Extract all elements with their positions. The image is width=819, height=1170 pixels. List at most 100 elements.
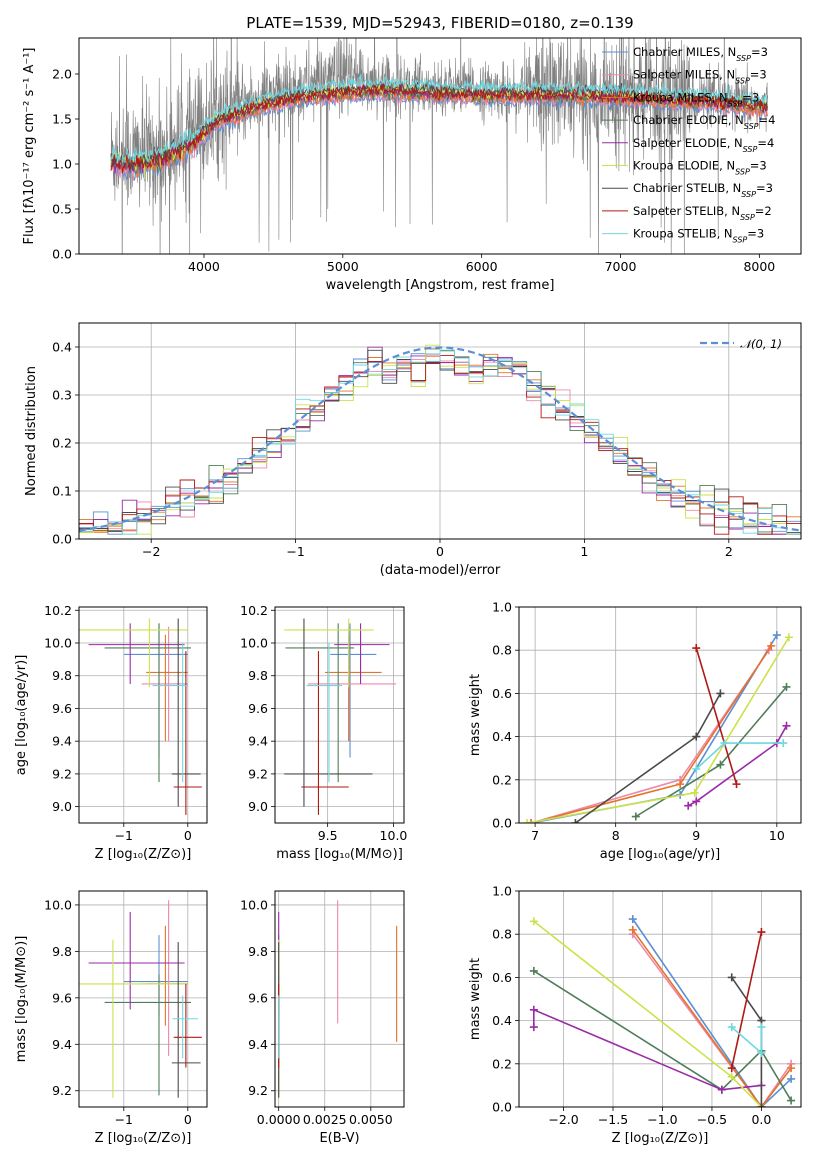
series-marker xyxy=(787,1096,796,1105)
mass-weight-series xyxy=(527,631,781,823)
normal-curve xyxy=(79,346,801,532)
y-axis-label: mass [log₁₀(M/M⊙)] xyxy=(14,936,29,1063)
x-tick-label: 7000 xyxy=(605,259,637,274)
y-tick-label: 10.2 xyxy=(240,603,268,618)
y-tick-label: 9.8 xyxy=(248,944,268,959)
y-axis-label: mass weight xyxy=(468,674,483,756)
y-tick-label: 0.2 xyxy=(492,772,512,787)
y-tick-label: 9.0 xyxy=(52,799,72,814)
y-tick-label: 9.6 xyxy=(248,701,268,716)
y-tick-label: 0.5 xyxy=(52,202,72,217)
data-point xyxy=(104,623,191,783)
grid-mass_age xyxy=(275,607,404,823)
series-marker xyxy=(692,765,701,773)
legend-entry: Salpeter MILES, NSSP=3 xyxy=(633,68,767,86)
data-point xyxy=(284,618,374,688)
mass-weight-series xyxy=(727,973,766,1107)
mass-weight-series xyxy=(628,915,796,1107)
data-point xyxy=(141,900,188,1056)
data-point xyxy=(79,618,188,688)
y-tick-label: 0.3 xyxy=(52,388,72,403)
data-point xyxy=(334,623,390,684)
grid-z_age xyxy=(79,607,207,823)
series-marker xyxy=(692,797,701,806)
axes-age_massweight: 7 8 9 10 0.0 0.2 0.4 0.6 0.8 1.0 age [log₁₀(age/yr… xyxy=(468,600,802,862)
data-point xyxy=(307,626,397,742)
residual-legend: 𝒩(0, 1) xyxy=(700,337,782,351)
x-tick-label: −1 xyxy=(115,1112,133,1127)
data-point xyxy=(301,651,349,815)
series-marker xyxy=(684,801,693,810)
x-tick-label: 4000 xyxy=(188,259,220,274)
x-tick-label: −2.0 xyxy=(548,1112,578,1127)
series-marker xyxy=(767,641,776,650)
x-tick-label: −1 xyxy=(286,544,304,559)
legend-entry: Kroupa STELIB, NSSP=3 xyxy=(633,227,764,245)
data-point xyxy=(88,623,185,684)
data-point xyxy=(141,626,188,742)
data-point xyxy=(325,634,382,742)
y-tick-label: 10.0 xyxy=(44,897,72,912)
series-marker xyxy=(782,682,791,691)
x-tick-label: 0.0025 xyxy=(303,1112,347,1127)
model-spectrum-line xyxy=(110,80,768,171)
y-tick-label: 9.6 xyxy=(52,701,72,716)
axes-spectrum: 4000 5000 6000 7000 8000 0.0 0.5 1.0 1.5 2.0 wavel… xyxy=(22,37,802,293)
y-axis-label: Normed distribution xyxy=(24,366,39,496)
y-tick-label: 1.0 xyxy=(52,157,72,172)
axes-z_age: −1 0 9.0 9.2 9.4 9.6 9.8 10.0 10.2 Z [log₁₀(Z/Z⊙)… xyxy=(14,603,208,862)
data-point xyxy=(152,643,188,783)
x-tick-label: −1 xyxy=(115,828,133,843)
series-marker xyxy=(787,1074,796,1083)
y-tick-label: 9.4 xyxy=(248,734,268,749)
x-axis-label: Z [log₁₀(Z/Z⊙)] xyxy=(612,1131,709,1146)
series-line xyxy=(632,929,792,1107)
x-tick-label: 6000 xyxy=(466,259,498,274)
grid-z_massweight xyxy=(519,890,801,1108)
grid-ebv_mass xyxy=(275,891,404,1107)
x-tick-label: 8 xyxy=(612,828,620,843)
mass-weight-series xyxy=(692,739,788,773)
series-marker xyxy=(757,928,766,937)
series-marker xyxy=(727,973,736,982)
series-marker xyxy=(529,917,538,926)
y-tick-label: 2.0 xyxy=(52,67,72,82)
axes-frame xyxy=(274,890,405,1108)
data-point xyxy=(173,983,202,1068)
data-point xyxy=(173,651,202,815)
axes-frame xyxy=(78,606,208,824)
plot-area-z_massweight xyxy=(529,915,796,1107)
mass-weight-series xyxy=(727,928,766,1073)
x-tick-label: 0.0050 xyxy=(349,1112,393,1127)
data-point xyxy=(284,618,373,807)
data-point xyxy=(146,925,188,1026)
series-marker xyxy=(529,966,538,975)
y-tick-label: 0.4 xyxy=(492,729,512,744)
y-tick-label: 9.2 xyxy=(52,1083,72,1098)
legend-entry: Kroupa MILES, NSSP=3 xyxy=(633,90,759,108)
y-tick-label: 0.0 xyxy=(492,816,512,831)
series-line xyxy=(530,634,778,823)
axes-z_mass: −1 0 9.2 9.4 9.6 9.8 10.0 Z [log₁₀(Z/Z⊙)] mass [… xyxy=(14,890,208,1146)
y-tick-label: 0.6 xyxy=(492,686,512,701)
series-marker xyxy=(757,1023,766,1032)
mass-weight-series xyxy=(727,1023,766,1057)
data-point xyxy=(79,939,188,1098)
x-tick-label: −0.5 xyxy=(697,1112,727,1127)
y-tick-label: 9.8 xyxy=(248,668,268,683)
legend-entry: Salpeter ELODIE, NSSP=4 xyxy=(633,136,774,154)
series-marker xyxy=(628,925,637,934)
mass-weight-series xyxy=(527,641,776,823)
plot-area-age_massweight xyxy=(523,631,793,823)
x-tick-label: 0 xyxy=(184,1112,192,1127)
y-tick-label: 0.2 xyxy=(52,436,72,451)
chart-title: PLATE=1539, MJD=52943, FIBERID=0180, z=0… xyxy=(246,14,633,32)
y-tick-label: 9.6 xyxy=(52,990,72,1005)
x-tick-label: 0.0 xyxy=(751,1112,771,1127)
series-marker xyxy=(692,732,701,741)
y-tick-label: 9.4 xyxy=(248,1037,268,1052)
legend-entry: Salpeter STELIB, NSSP=2 xyxy=(633,204,772,222)
series-marker xyxy=(690,788,699,797)
y-tick-label: 10.0 xyxy=(240,636,268,651)
y-tick-label: 0.0 xyxy=(52,532,72,547)
